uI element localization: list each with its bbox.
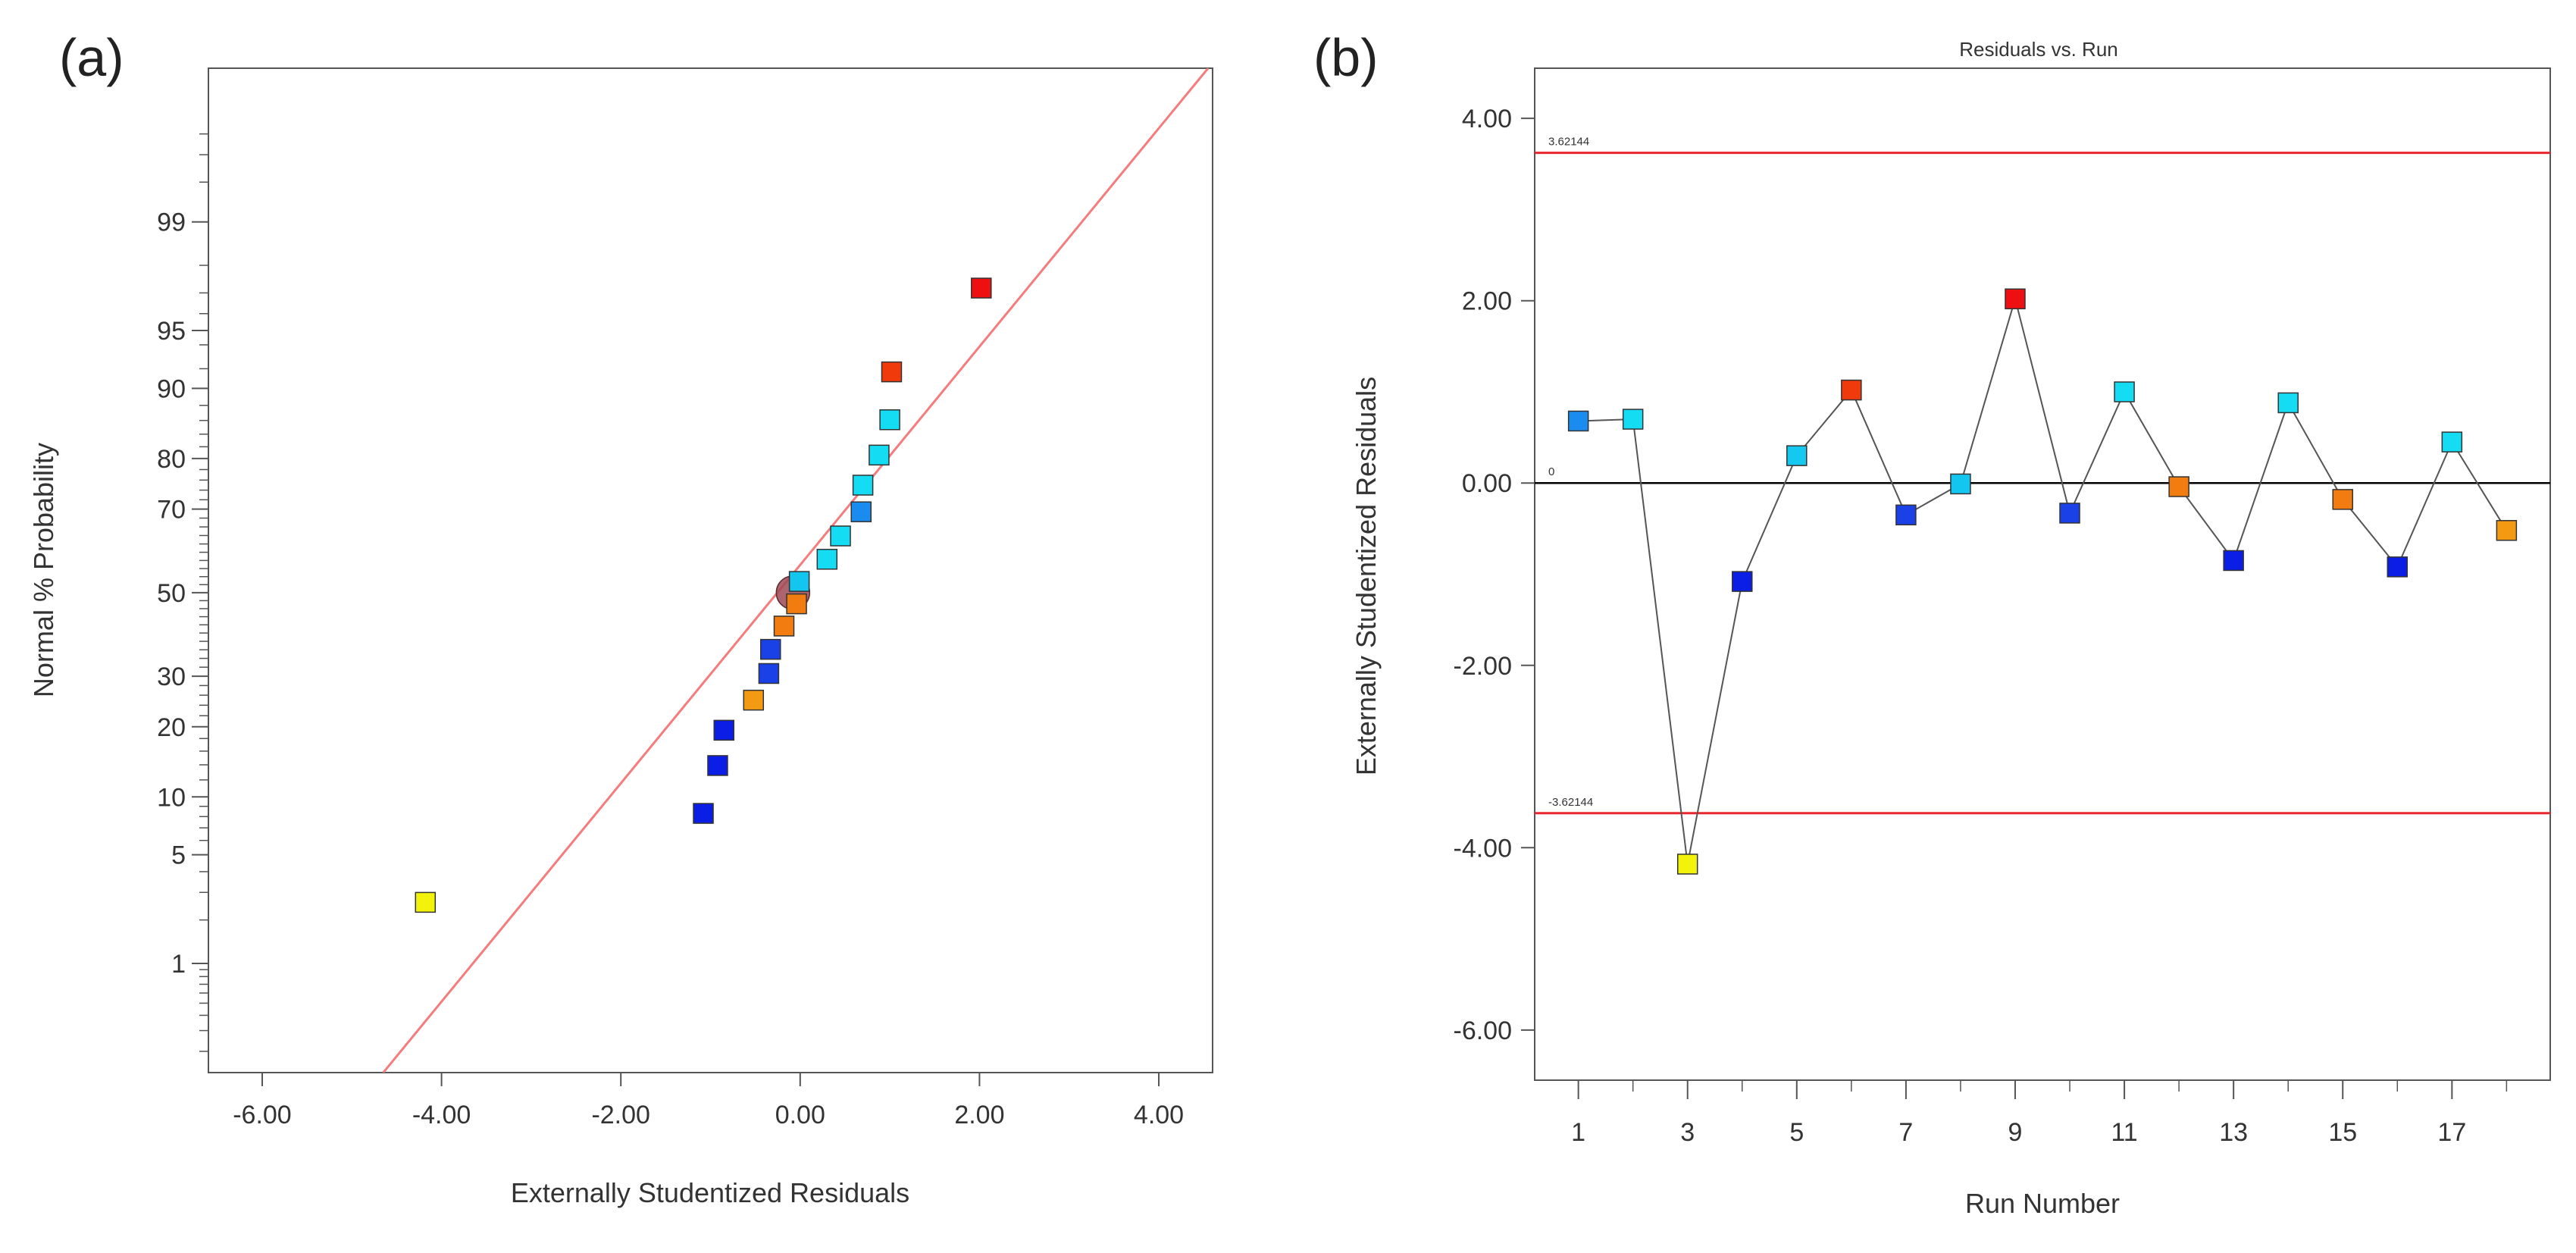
- panel-b-y-tick-label: -4.00: [1454, 834, 1513, 863]
- panel-a-data-point: [707, 755, 728, 776]
- panel-a-data-point: [758, 663, 780, 684]
- panel-b-series-line: [1578, 296, 2508, 865]
- panel-a-data-point: [879, 409, 900, 431]
- panel-a-y-tick-label: 1: [171, 950, 186, 979]
- panel-a-x-tick-label: 4.00: [1134, 1101, 1184, 1129]
- panel-a-data-point: [830, 525, 851, 547]
- panel-a: (a) Externally Studentized Residuals Nor…: [28, 28, 1213, 1208]
- panel-b-data-point: [2114, 381, 2135, 403]
- panel-a-x-tick-label: 0.00: [775, 1101, 825, 1129]
- panel-b: (b) Residuals vs. Run Run Number Externa…: [1313, 28, 2551, 1219]
- panel-b-zero-label: 0: [1548, 465, 1554, 478]
- panel-a-reference-line: [382, 68, 1210, 1073]
- panel-b-frame: [1534, 67, 2551, 1081]
- panel-a-label: (a): [59, 28, 124, 87]
- panel-a-y-tick-label: 80: [157, 445, 186, 474]
- panel-b-x-tick-label: 17: [2437, 1118, 2466, 1147]
- panel-a-y-tick-label: 95: [157, 317, 186, 346]
- panel-b-data-point: [1732, 571, 1753, 592]
- panel-b-data-point: [1567, 410, 1589, 432]
- panel-a-x-tick-label: -2.00: [591, 1101, 650, 1129]
- panel-a-x-tick-label: -6.00: [233, 1101, 292, 1129]
- panel-a-x-tick-label: 2.00: [954, 1101, 1004, 1129]
- panel-b-data-point: [2059, 503, 2080, 524]
- panel-b-x-tick-label: 15: [2328, 1118, 2357, 1147]
- panel-b-y-tick-label: -2.00: [1454, 652, 1513, 681]
- panel-a-data-point: [786, 593, 807, 615]
- panel-b-limit-label: -3.62144: [1548, 796, 1593, 809]
- panel-b-limit-label: 3.62144: [1548, 136, 1589, 149]
- panel-b-x-tick-label: 13: [2219, 1118, 2248, 1147]
- panel-a-data-point: [852, 475, 874, 496]
- panel-b-x-tick-label: 5: [1789, 1118, 1804, 1147]
- panel-a-y-tick-label: 50: [157, 579, 186, 608]
- panel-a-data-point: [971, 277, 992, 299]
- panel-b-data-point: [2332, 489, 2353, 510]
- panel-a-frame: [208, 67, 1213, 1073]
- panel-a-data-point: [869, 444, 890, 466]
- panel-b-y-tick-label: 0.00: [1462, 469, 1512, 498]
- panel-b-x-tick-label: 7: [1898, 1118, 1913, 1147]
- panel-b-data-point: [2168, 476, 2189, 497]
- panel-b-data-point: [1950, 473, 1971, 495]
- panel-a-y-tick-label: 99: [157, 208, 186, 237]
- panel-a-y-tick-label: 30: [157, 663, 186, 691]
- panel-a-data-point: [760, 638, 781, 660]
- panel-b-y-tick-label: 4.00: [1462, 105, 1512, 133]
- panel-a-x-axis-title: Externally Studentized Residuals: [511, 1177, 909, 1208]
- panel-a-y-tick-label: 10: [157, 783, 186, 812]
- panel-a-data-point: [773, 616, 795, 637]
- panel-b-label: (b): [1313, 28, 1379, 87]
- panel-a-data-point: [850, 501, 872, 522]
- panel-b-data-point: [1895, 504, 1917, 526]
- panel-a-y-tick-label: 70: [157, 496, 186, 525]
- panel-b-x-tick-label: 3: [1680, 1118, 1695, 1147]
- panel-a-data-point: [713, 719, 734, 741]
- panel-a-data-point: [816, 549, 838, 570]
- panel-a-data-point: [415, 891, 437, 913]
- panel-a-data-point: [881, 361, 903, 383]
- panel-b-data-point: [1786, 445, 1808, 466]
- panel-b-data-point: [2387, 556, 2409, 578]
- panel-b-title: Residuals vs. Run: [1959, 38, 2118, 61]
- panel-b-x-tick-label: 1: [1571, 1118, 1585, 1147]
- panel-a-y-axis-title: Normal % Probability: [28, 443, 59, 697]
- panel-a-data-point: [788, 571, 810, 592]
- panel-a-data-point: [743, 689, 765, 711]
- panel-a-x-tick-label: -4.00: [412, 1101, 471, 1129]
- panel-b-data-point: [2441, 431, 2463, 453]
- panel-b-y-axis-title: Externally Studentized Residuals: [1351, 377, 1382, 775]
- panel-b-x-tick-label: 9: [2008, 1118, 2023, 1147]
- panel-b-y-tick-label: -6.00: [1454, 1016, 1513, 1045]
- panel-b-data-point: [1841, 379, 1862, 401]
- panel-b-x-tick-label: 11: [2111, 1118, 2137, 1147]
- panel-a-data-point: [693, 803, 714, 824]
- panel-a-y-tick-label: 90: [157, 374, 186, 403]
- panel-b-data-point: [2277, 392, 2299, 414]
- panel-b-data-point: [1622, 409, 1644, 430]
- panel-b-data-point: [2005, 288, 2026, 310]
- panel-a-y-tick-label: 20: [157, 713, 186, 742]
- panel-b-data-point: [1676, 854, 1698, 875]
- panel-b-data-point: [2496, 520, 2518, 541]
- panel-b-x-axis-title: Run Number: [1965, 1188, 2120, 1219]
- panel-b-data-point: [2223, 550, 2244, 572]
- panel-b-y-tick-label: 2.00: [1462, 287, 1512, 316]
- panel-a-y-tick-label: 5: [171, 841, 186, 870]
